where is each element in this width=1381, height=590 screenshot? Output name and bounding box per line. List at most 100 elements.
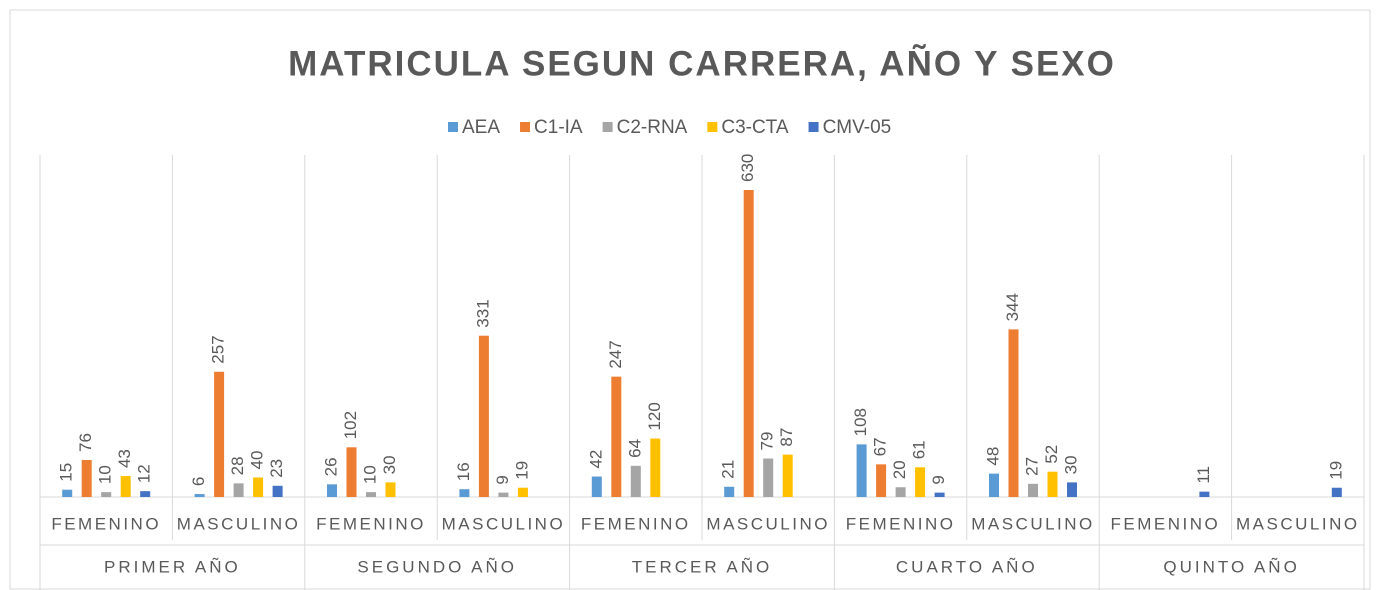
bar xyxy=(1008,329,1019,497)
data-label: 6 xyxy=(189,477,208,486)
data-label: 28 xyxy=(228,456,247,475)
data-label: 64 xyxy=(625,439,644,458)
bar xyxy=(459,489,470,497)
bar xyxy=(346,447,357,497)
bar xyxy=(272,485,283,497)
bar xyxy=(233,483,244,497)
data-label: 42 xyxy=(586,450,605,469)
bar xyxy=(214,371,225,497)
bar xyxy=(724,486,735,497)
data-label: 120 xyxy=(645,402,664,430)
data-label: 10 xyxy=(360,465,379,484)
data-label: 52 xyxy=(1042,445,1061,464)
x-tick-label: FEMENINO xyxy=(846,514,956,533)
data-label: 30 xyxy=(1061,455,1080,474)
data-label: 16 xyxy=(454,462,473,481)
x-tick-label: FEMENINO xyxy=(1111,514,1221,533)
legend-label: CMV-05 xyxy=(823,117,892,138)
bar xyxy=(140,491,151,497)
x-tick-label: MASCULINO xyxy=(177,514,301,533)
bar xyxy=(630,465,641,497)
data-label: 67 xyxy=(871,437,890,456)
legend-swatch xyxy=(707,122,718,132)
bar xyxy=(366,492,376,497)
data-label: 15 xyxy=(57,463,76,482)
legend-swatch xyxy=(602,122,613,132)
bar xyxy=(498,492,509,497)
bar xyxy=(517,487,528,497)
data-label: 87 xyxy=(777,428,796,447)
x-tick-label: FEMENINO xyxy=(51,514,161,533)
bar xyxy=(763,458,774,497)
data-label: 11 xyxy=(1194,466,1213,484)
data-label: 331 xyxy=(473,299,492,327)
group-label: QUINTO AÑO xyxy=(1163,557,1299,576)
chart-title: MATRICULA SEGUN CARRERA, AÑO Y SEXO xyxy=(288,44,1116,83)
legend-label: C3-CTA xyxy=(721,117,789,138)
bar xyxy=(101,492,112,497)
data-label: 10 xyxy=(96,465,115,484)
x-tick-label: MASCULINO xyxy=(1236,514,1360,533)
bar xyxy=(120,476,131,497)
group-label: CUARTO AÑO xyxy=(896,557,1038,576)
bar xyxy=(1028,483,1038,497)
bar xyxy=(611,376,622,497)
bar xyxy=(1047,471,1058,497)
bar xyxy=(876,464,887,497)
data-label: 20 xyxy=(890,460,909,479)
bar xyxy=(327,484,337,497)
data-label: 9 xyxy=(929,475,948,484)
data-label: 40 xyxy=(248,451,267,470)
chart-border xyxy=(9,9,1371,590)
x-tick-label: FEMENINO xyxy=(581,514,691,533)
data-label: 9 xyxy=(493,475,512,484)
data-label: 61 xyxy=(910,440,929,459)
bar xyxy=(385,482,396,497)
x-tick-label: MASCULINO xyxy=(706,514,830,533)
bar xyxy=(915,467,926,497)
data-label: 247 xyxy=(606,340,625,368)
bar xyxy=(989,473,999,497)
data-label: 27 xyxy=(1022,457,1041,476)
data-label: 12 xyxy=(135,464,154,483)
data-label: 26 xyxy=(321,457,340,476)
data-label: 102 xyxy=(341,411,360,439)
data-label: 23 xyxy=(267,459,286,478)
bar xyxy=(650,438,661,497)
legend-swatch xyxy=(448,122,458,132)
bar xyxy=(62,489,73,497)
data-label: 344 xyxy=(1003,293,1022,321)
data-label: 19 xyxy=(512,461,531,480)
data-label: 257 xyxy=(209,335,228,363)
x-tick-label: MASCULINO xyxy=(971,514,1095,533)
bar xyxy=(782,454,793,497)
data-label: 76 xyxy=(76,433,95,452)
bar xyxy=(1331,487,1342,497)
data-label: 630 xyxy=(738,154,757,182)
legend-label: AEA xyxy=(462,117,500,138)
bar xyxy=(934,492,945,497)
legend-label: C1-IA xyxy=(534,117,583,138)
bar xyxy=(1067,482,1077,497)
data-label: 21 xyxy=(719,460,738,479)
data-label: 30 xyxy=(380,455,399,474)
group-label: TERCER AÑO xyxy=(632,557,773,576)
x-tick-label: MASCULINO xyxy=(442,514,566,533)
bar xyxy=(856,444,867,497)
bar xyxy=(743,190,754,497)
data-label: 79 xyxy=(758,432,777,451)
bar xyxy=(81,459,92,497)
bar xyxy=(194,494,205,497)
group-label: SEGUNDO AÑO xyxy=(357,557,517,576)
data-label: 108 xyxy=(851,408,870,436)
legend-swatch xyxy=(520,122,531,132)
data-label: 43 xyxy=(115,449,134,468)
x-tick-label: FEMENINO xyxy=(316,514,426,533)
bar xyxy=(591,476,602,497)
bar xyxy=(478,335,489,497)
legend-label: C2-RNA xyxy=(617,117,688,138)
data-label: 19 xyxy=(1326,461,1345,480)
legend-swatch xyxy=(808,122,819,132)
